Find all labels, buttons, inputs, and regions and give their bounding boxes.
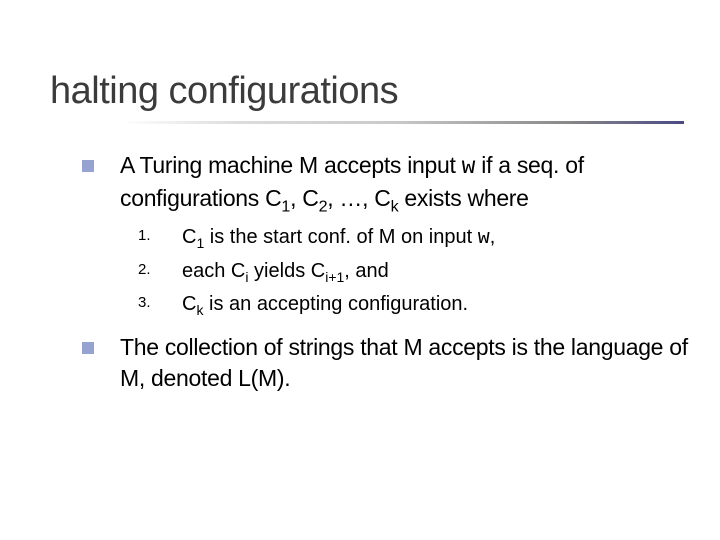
list-text: each Ci yields Ci+1, and	[182, 258, 389, 285]
slide-body: A Turing machine M accepts input w if a …	[120, 150, 690, 404]
title-underline	[44, 121, 684, 124]
list-number: 2.	[138, 258, 182, 278]
list-number: 1.	[138, 224, 182, 244]
bullet-text: The collection of strings that M accepts…	[120, 332, 690, 394]
list-number: 3.	[138, 291, 182, 311]
slide-title: halting configurations	[50, 72, 398, 112]
bullet-item: The collection of strings that M accepts…	[82, 332, 690, 394]
square-bullet-icon	[82, 342, 94, 354]
list-item: 1. C1 is the start conf. of M on input w…	[138, 224, 690, 252]
square-bullet-icon	[82, 160, 94, 172]
list-text: C1 is the start conf. of M on input w,	[182, 224, 495, 252]
list-item: 2. each Ci yields Ci+1, and	[138, 258, 690, 285]
list-item: 3. Ck is an accepting configuration.	[138, 291, 690, 318]
bullet-item: A Turing machine M accepts input w if a …	[82, 150, 690, 214]
list-text: Ck is an accepting configuration.	[182, 291, 468, 318]
numbered-list: 1. C1 is the start conf. of M on input w…	[138, 224, 690, 318]
bullet-text: A Turing machine M accepts input w if a …	[120, 150, 690, 214]
